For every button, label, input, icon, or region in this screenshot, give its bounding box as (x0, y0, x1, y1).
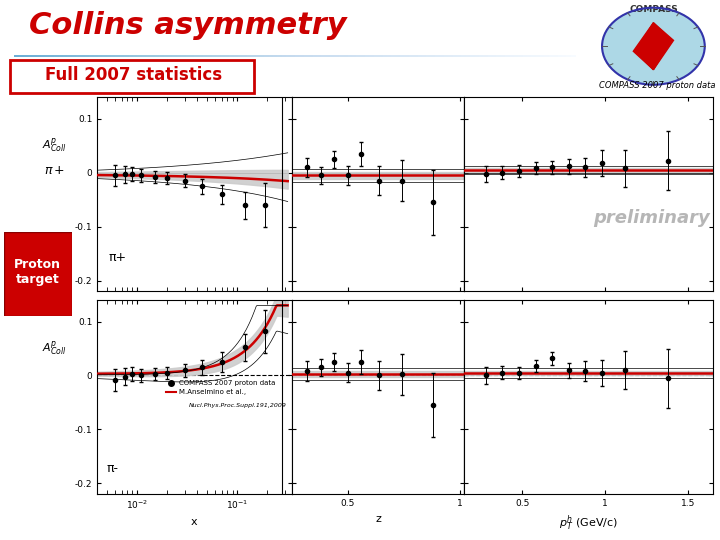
Text: COMPASS: COMPASS (629, 5, 678, 14)
Circle shape (602, 8, 705, 85)
X-axis label: $p^h_T$ (GeV/c): $p^h_T$ (GeV/c) (559, 514, 618, 533)
Polygon shape (636, 23, 671, 70)
Text: COMPASS 2007 proton data: COMPASS 2007 proton data (599, 82, 715, 90)
X-axis label: x: x (191, 517, 198, 527)
Text: Full 2007 statistics: Full 2007 statistics (45, 66, 222, 84)
Text: Collins asymmetry: Collins asymmetry (29, 11, 346, 40)
Text: $\pi+$: $\pi+$ (44, 165, 65, 178)
Text: preliminary: preliminary (593, 208, 711, 227)
Text: π+: π+ (109, 251, 127, 264)
Text: Proton
target: Proton target (14, 258, 61, 286)
Text: $A^{p}_{Coll}$: $A^{p}_{Coll}$ (42, 340, 67, 357)
Text: π-: π- (107, 462, 119, 475)
X-axis label: z: z (375, 514, 381, 523)
Legend: COMPASS 2007 proton data, M.Anselmino et al.,: COMPASS 2007 proton data, M.Anselmino et… (163, 377, 278, 398)
Text: Nucl.Phys.Proc.Suppl.191,2009: Nucl.Phys.Proc.Suppl.191,2009 (189, 403, 287, 408)
Polygon shape (634, 23, 673, 70)
Text: $A^{p}_{Coll}$: $A^{p}_{Coll}$ (42, 137, 67, 155)
